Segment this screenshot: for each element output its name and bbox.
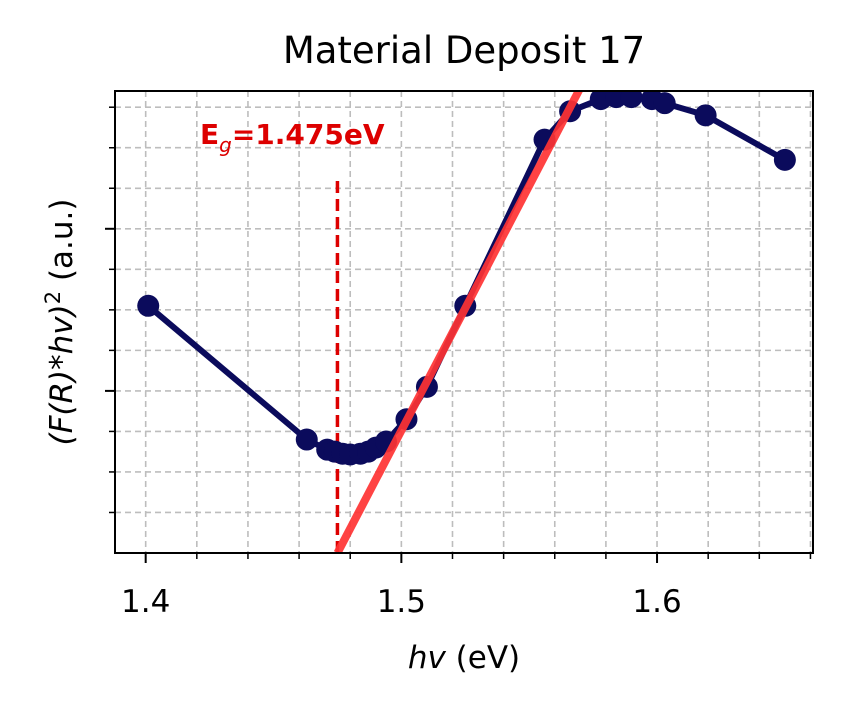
x-axis-label: hv (eV) bbox=[408, 640, 520, 676]
series-layer bbox=[137, 91, 796, 553]
ticks: 1.4 1.5 1.6 bbox=[105, 106, 812, 620]
data-point bbox=[694, 104, 717, 127]
grid bbox=[115, 91, 813, 553]
data-point bbox=[620, 91, 643, 109]
x-tick-label: 1.5 bbox=[377, 584, 426, 620]
data-point bbox=[295, 428, 318, 451]
x-tick-label: 1.6 bbox=[632, 584, 681, 620]
data-point bbox=[653, 92, 676, 115]
fit-line bbox=[333, 91, 584, 553]
y-axis-label: (F(R)*hv)2 (a.u.) bbox=[41, 198, 80, 445]
plot-area bbox=[137, 91, 796, 553]
plot-frame bbox=[114, 90, 814, 554]
bandgap-label: Eg=1.475eV bbox=[200, 118, 385, 157]
data-point bbox=[137, 294, 160, 317]
chart-title: Material Deposit 17 bbox=[283, 29, 645, 72]
x-tick-label: 1.4 bbox=[121, 584, 170, 620]
data-point bbox=[773, 148, 796, 171]
